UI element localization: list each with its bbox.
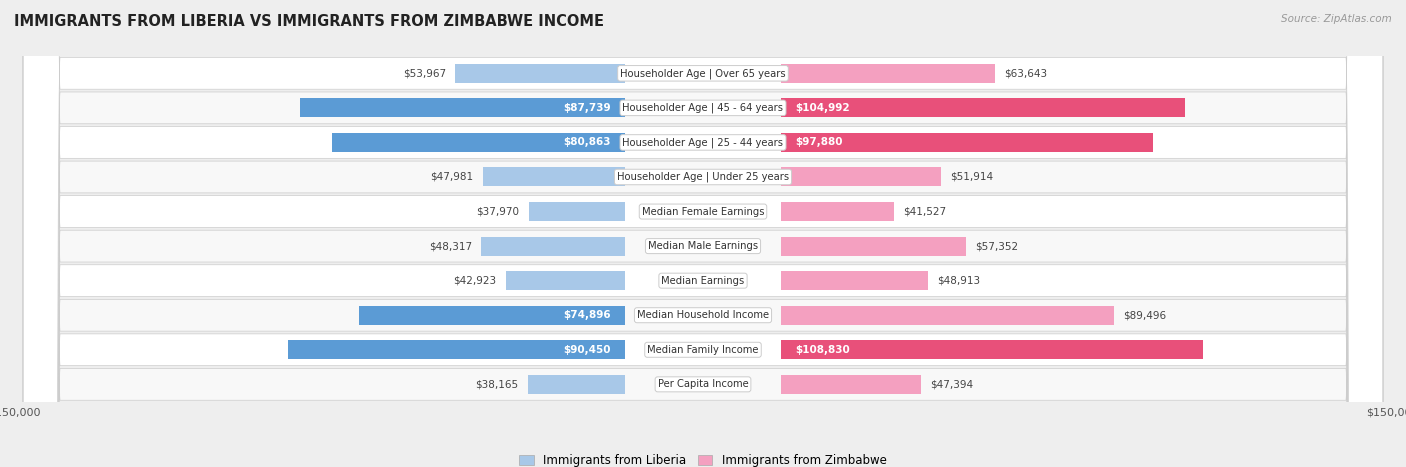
FancyBboxPatch shape [481, 237, 624, 255]
Text: $57,352: $57,352 [976, 241, 1019, 251]
Text: Median Household Income: Median Household Income [637, 310, 769, 320]
FancyBboxPatch shape [24, 0, 1382, 467]
Legend: Immigrants from Liberia, Immigrants from Zimbabwe: Immigrants from Liberia, Immigrants from… [515, 449, 891, 467]
Text: $48,913: $48,913 [936, 276, 980, 286]
Text: $38,165: $38,165 [475, 379, 519, 389]
FancyBboxPatch shape [359, 306, 624, 325]
Text: $47,394: $47,394 [929, 379, 973, 389]
Text: $80,863: $80,863 [564, 137, 612, 148]
Text: Per Capita Income: Per Capita Income [658, 379, 748, 389]
FancyBboxPatch shape [24, 0, 1382, 467]
Text: $87,739: $87,739 [564, 103, 612, 113]
Text: $41,527: $41,527 [903, 206, 946, 217]
FancyBboxPatch shape [299, 99, 624, 117]
Text: $89,496: $89,496 [1123, 310, 1167, 320]
Text: $90,450: $90,450 [564, 345, 612, 355]
FancyBboxPatch shape [24, 0, 1382, 467]
FancyBboxPatch shape [332, 133, 624, 152]
Text: Householder Age | Over 65 years: Householder Age | Over 65 years [620, 68, 786, 78]
FancyBboxPatch shape [782, 64, 995, 83]
Text: $51,914: $51,914 [950, 172, 994, 182]
FancyBboxPatch shape [24, 0, 1382, 467]
Text: Median Earnings: Median Earnings [661, 276, 745, 286]
FancyBboxPatch shape [482, 168, 624, 186]
Text: $97,880: $97,880 [794, 137, 842, 148]
FancyBboxPatch shape [506, 271, 624, 290]
FancyBboxPatch shape [782, 99, 1185, 117]
FancyBboxPatch shape [782, 168, 942, 186]
FancyBboxPatch shape [24, 0, 1382, 467]
Text: $53,967: $53,967 [404, 68, 446, 78]
Text: $47,981: $47,981 [430, 172, 474, 182]
FancyBboxPatch shape [782, 271, 928, 290]
FancyBboxPatch shape [782, 202, 894, 221]
Text: $74,896: $74,896 [564, 310, 612, 320]
Text: $108,830: $108,830 [794, 345, 849, 355]
Text: Householder Age | 45 - 64 years: Householder Age | 45 - 64 years [623, 103, 783, 113]
Text: Householder Age | Under 25 years: Householder Age | Under 25 years [617, 172, 789, 182]
FancyBboxPatch shape [782, 375, 921, 394]
FancyBboxPatch shape [24, 0, 1382, 467]
FancyBboxPatch shape [456, 64, 624, 83]
FancyBboxPatch shape [24, 0, 1382, 467]
Text: Median Male Earnings: Median Male Earnings [648, 241, 758, 251]
FancyBboxPatch shape [24, 0, 1382, 467]
FancyBboxPatch shape [782, 306, 1114, 325]
FancyBboxPatch shape [24, 0, 1382, 467]
Text: Median Family Income: Median Family Income [647, 345, 759, 355]
Text: Median Female Earnings: Median Female Earnings [641, 206, 765, 217]
FancyBboxPatch shape [24, 0, 1382, 467]
FancyBboxPatch shape [782, 237, 966, 255]
Text: IMMIGRANTS FROM LIBERIA VS IMMIGRANTS FROM ZIMBABWE INCOME: IMMIGRANTS FROM LIBERIA VS IMMIGRANTS FR… [14, 14, 605, 29]
Text: $37,970: $37,970 [477, 206, 519, 217]
Text: Householder Age | 25 - 44 years: Householder Age | 25 - 44 years [623, 137, 783, 148]
Text: $42,923: $42,923 [454, 276, 496, 286]
FancyBboxPatch shape [529, 202, 624, 221]
FancyBboxPatch shape [782, 133, 1153, 152]
Text: $48,317: $48,317 [429, 241, 472, 251]
Text: $63,643: $63,643 [1004, 68, 1047, 78]
FancyBboxPatch shape [288, 340, 624, 359]
Text: $104,992: $104,992 [794, 103, 849, 113]
FancyBboxPatch shape [782, 340, 1204, 359]
FancyBboxPatch shape [527, 375, 624, 394]
Text: Source: ZipAtlas.com: Source: ZipAtlas.com [1281, 14, 1392, 24]
